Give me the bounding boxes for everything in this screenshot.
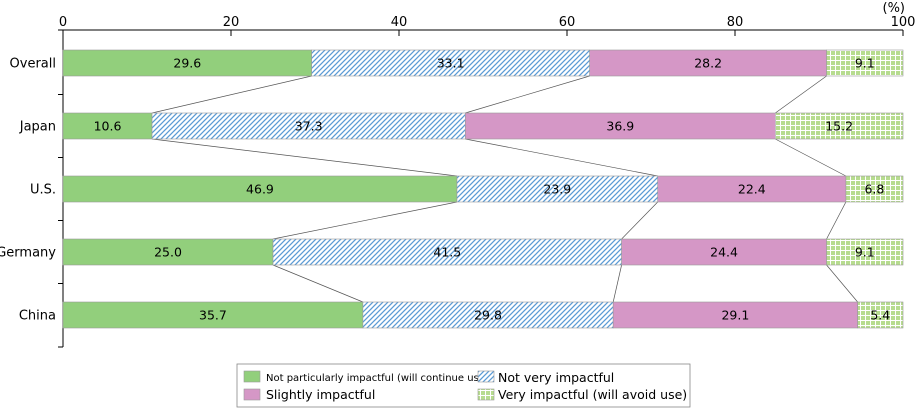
data-label-0-0: 29.6 [173, 56, 201, 71]
axis-layer: 0 20 40 60 80 100(%) Overall Japan U.S. Germany Ch… [0, 1, 915, 348]
connector-line-3-0 [272, 264, 364, 303]
legend-swatch-1 [477, 370, 495, 383]
bar-2-3 [845, 175, 904, 203]
data-label-2-1: 23.9 [543, 182, 571, 197]
bar-0-2 [589, 49, 827, 77]
x-tick-label-0: 0 [59, 15, 67, 30]
bar-4-0 [62, 301, 364, 329]
legend-swatch-0 [243, 370, 261, 383]
bar-0-1 [311, 49, 590, 77]
data-label-3-2: 24.4 [710, 245, 738, 260]
legend-swatch-2 [243, 388, 261, 401]
bar-3-0 [62, 238, 274, 266]
bar-4-1 [362, 301, 614, 329]
bar-4-2 [612, 301, 858, 329]
bar-1-3 [775, 112, 904, 140]
connector-line-1-2 [775, 138, 847, 177]
category-label-1: Japan [19, 120, 56, 135]
bar-1-2 [465, 112, 776, 140]
x-tick-label-1: 20 [223, 15, 240, 30]
data-label-4-0: 35.7 [199, 308, 227, 323]
legend-swatch-3 [477, 388, 495, 401]
category-label-2: U.S. [30, 183, 56, 198]
x-tick-label-2: 40 [391, 15, 408, 30]
category-label-0: Overall [10, 57, 56, 72]
data-label-2-0: 46.9 [246, 182, 274, 197]
connector-line-2-0 [272, 201, 458, 240]
data-label-1-3: 15.2 [825, 119, 853, 134]
data-label-3-0: 25.0 [154, 245, 182, 260]
bar-0-3 [826, 49, 904, 77]
label-layer: 29.6 33.1 28.2 9.1 10.6 37.3 36.9 15.2 46.9 23.9 2… [94, 56, 891, 323]
data-label-0-1: 33.1 [437, 56, 465, 71]
bar-2-0 [62, 175, 458, 203]
unit-label: (%) [883, 1, 906, 16]
data-label-1-2: 36.9 [606, 119, 634, 134]
connector-line-1-0 [151, 138, 458, 177]
bar-2-1 [456, 175, 659, 203]
connector-line-3-2 [826, 264, 858, 303]
connector-line-1-1 [465, 138, 658, 177]
data-label-1-0: 10.6 [94, 119, 122, 134]
legend-box [236, 363, 691, 408]
x-tick-label-4: 80 [727, 15, 744, 30]
connector-layer [151, 75, 858, 303]
data-label-0-3: 9.1 [855, 56, 875, 71]
legend-label-0: Not particularly impactful (will continu… [266, 373, 489, 384]
connector-line-2-1 [621, 201, 658, 240]
legend-label-2: Slightly impactful [266, 387, 375, 402]
data-label-2-2: 22.4 [738, 182, 766, 197]
category-label-3: Germany [0, 246, 56, 261]
bar-1-0 [62, 112, 153, 140]
data-label-3-3: 9.1 [855, 245, 875, 260]
x-tick-label-3: 60 [559, 15, 576, 30]
bar-3-3 [826, 238, 904, 266]
bar-0-0 [62, 49, 312, 77]
data-label-4-2: 29.1 [721, 308, 749, 323]
data-label-4-3: 5.4 [870, 308, 890, 323]
connector-line-3-1 [612, 264, 622, 303]
data-label-0-2: 28.2 [694, 56, 722, 71]
legend-label-1: Not very impactful [498, 370, 614, 385]
bar-layer [62, 49, 904, 329]
legend: Not particularly impactful (will continu… [236, 363, 691, 408]
bar-3-2 [621, 238, 827, 266]
data-label-1-1: 37.3 [295, 119, 323, 134]
legend-label-3: Very impactful (will avoid use) [498, 387, 687, 402]
connector-line-0-2 [775, 75, 827, 114]
x-tick-label-5: 100 [891, 15, 915, 30]
data-label-2-3: 6.8 [864, 182, 884, 197]
data-label-3-1: 41.5 [433, 245, 461, 260]
category-label-4: China [19, 309, 56, 324]
connector-line-0-1 [465, 75, 590, 114]
connector-line-2-2 [826, 201, 847, 240]
bar-4-3 [857, 301, 904, 329]
bar-1-1 [151, 112, 466, 140]
bar-2-2 [657, 175, 847, 203]
connector-line-0-0 [151, 75, 312, 114]
data-label-4-1: 29.8 [474, 308, 502, 323]
